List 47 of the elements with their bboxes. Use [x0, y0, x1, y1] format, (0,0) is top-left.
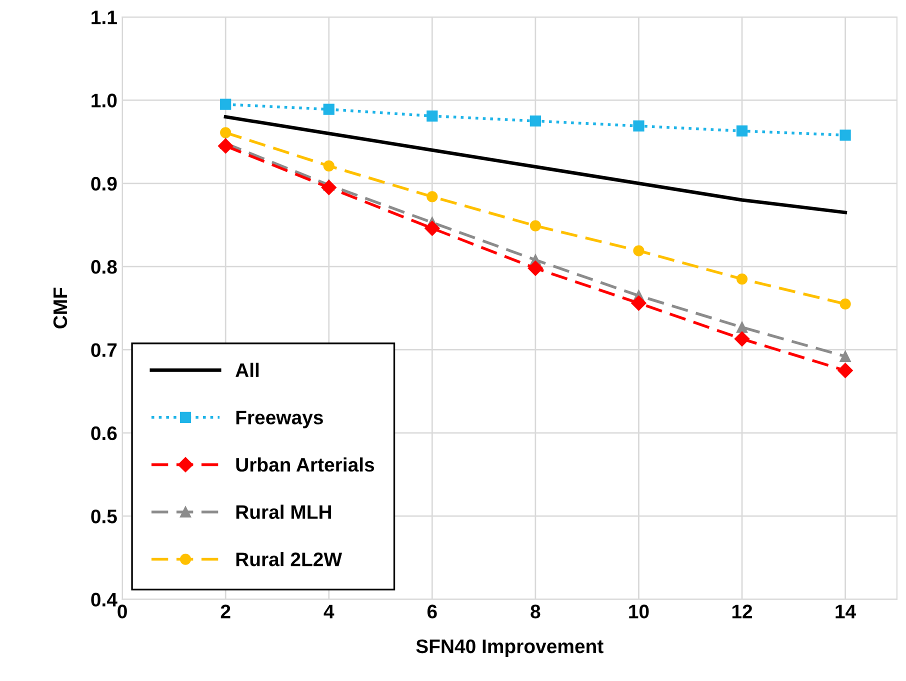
- x-axis-title: SFN40 Improvement: [416, 639, 604, 658]
- legend-label: Rural 2L2W: [236, 552, 342, 566]
- legend-label: Freeways: [236, 410, 323, 428]
- y-tick-label: 0.5: [91, 510, 117, 524]
- y-tick-label: 1.1: [92, 10, 117, 24]
- point: [736, 125, 748, 137]
- legend-label: All: [236, 362, 259, 377]
- point: [528, 260, 544, 276]
- x-tick-label: 10: [629, 604, 649, 618]
- point: [840, 298, 851, 310]
- y-tick-label: 1.0: [92, 94, 117, 108]
- point: [323, 160, 334, 172]
- legend-label: Rural MLH: [236, 504, 331, 519]
- y-tick-label: 0.8: [91, 260, 117, 274]
- point: [734, 331, 750, 346]
- point: [840, 130, 851, 141]
- point: [426, 191, 438, 202]
- point: [530, 220, 541, 232]
- point: [321, 180, 336, 196]
- y-tick-label: 0.7: [91, 343, 117, 357]
- y-tick-label: 0.6: [91, 426, 117, 440]
- legend-label: Urban Arterials: [236, 457, 374, 472]
- y-tick-label: 0.4: [91, 592, 118, 607]
- y-axis-title: CMF: [53, 288, 68, 328]
- point: [838, 362, 853, 378]
- point: [323, 104, 334, 115]
- point: [220, 127, 232, 138]
- x-tick-label: 6: [427, 604, 437, 618]
- line-series: [224, 115, 848, 214]
- x-tick-label: 14: [836, 604, 856, 618]
- point: [633, 245, 644, 256]
- y-tick-label: 0.9: [91, 176, 117, 191]
- point: [220, 98, 232, 110]
- x-tick-label: 4: [324, 604, 334, 618]
- x-tick-label: 2: [220, 604, 230, 618]
- point: [736, 273, 748, 285]
- x-tick-label: 8: [530, 604, 540, 618]
- x-tick-label: 0: [118, 604, 127, 618]
- point: [530, 115, 541, 127]
- x-tick-label: 12: [732, 604, 752, 618]
- point: [426, 110, 438, 122]
- point: [631, 296, 646, 311]
- point: [840, 350, 851, 362]
- point: [633, 120, 644, 132]
- point: [218, 138, 234, 154]
- point: [424, 220, 440, 236]
- point: [736, 322, 748, 333]
